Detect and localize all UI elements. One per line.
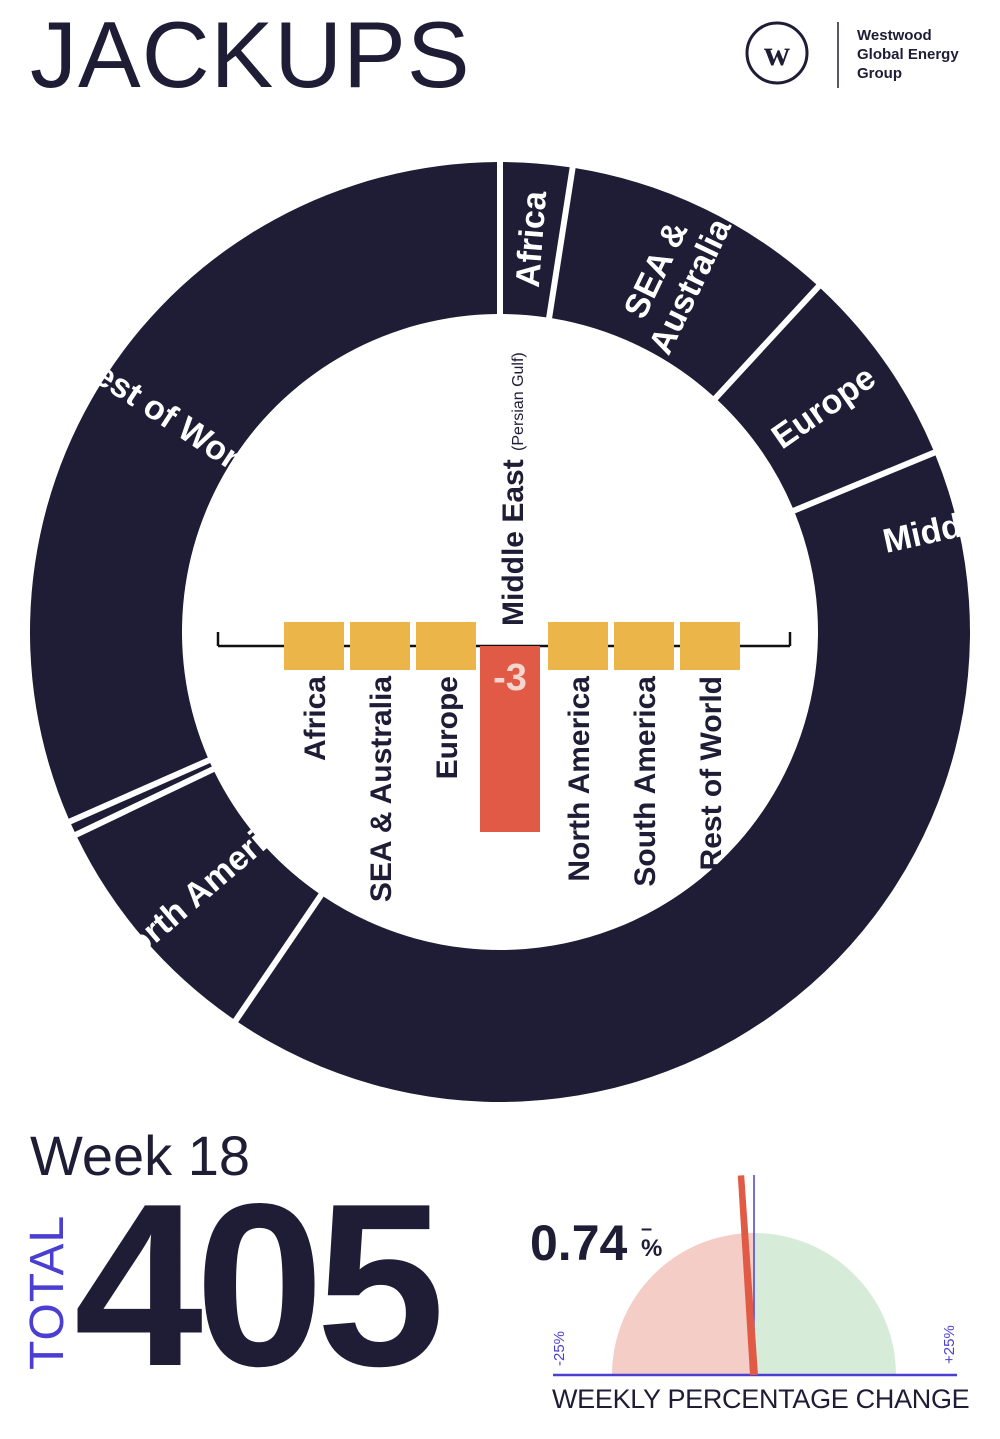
logo-glyph: w — [764, 33, 790, 73]
bar-label-africa: Africa — [299, 676, 332, 761]
bar-europe — [416, 622, 476, 670]
percentage-gauge — [553, 1175, 957, 1377]
gauge-min-label: -25% — [551, 1330, 568, 1366]
bar-north-america — [548, 622, 608, 670]
gauge-caption: WEEKLY PERCENTAGE CHANGE — [552, 1384, 970, 1414]
gauge-positive-half — [754, 1233, 896, 1375]
donut-segment-middle-east-persian-gulf-red-sea — [238, 455, 970, 1102]
donut-segment-south-america — [71, 762, 212, 833]
donut-segment-africa — [502, 162, 570, 318]
logo-wordmark: Westwood Global Energy Group — [857, 26, 997, 83]
bar-africa — [284, 622, 344, 670]
total-value: 405 — [74, 1156, 445, 1415]
logo-line-1: Westwood — [857, 27, 932, 44]
week-label: Week 18 — [30, 1124, 250, 1187]
bar-label-middle-east: Middle East (Persian Gulf) — [497, 352, 530, 626]
donut-label-africa: Africa — [509, 189, 554, 289]
percent-symbol: % — [641, 1235, 663, 1262]
donut-segment-north-america — [77, 771, 319, 1019]
bar-rest-of-world — [680, 622, 740, 670]
gauge-needle — [737, 1175, 758, 1376]
bar-label-europe: Europe — [431, 676, 464, 779]
logo: w — [745, 21, 839, 88]
donut-chart — [29, 162, 970, 1102]
bar-label-sea-australia: SEA & Australia — [365, 676, 398, 902]
donut-segment-rest-of-world — [29, 162, 498, 819]
bar-south-america — [614, 622, 674, 670]
total-label: TOTAL — [21, 1214, 74, 1370]
trend-down-icon: – — [641, 1218, 653, 1240]
bar-data-label-middle-east: -3 — [493, 657, 527, 699]
bar-label-south-america: South America — [629, 676, 662, 887]
gauge-max-label: +25% — [941, 1325, 958, 1364]
bar-middle-east — [480, 646, 540, 832]
page-title: JACKUPS — [30, 2, 471, 107]
logo-circle-icon — [745, 21, 809, 85]
percentage-suffix: – % — [641, 1218, 663, 1262]
bar-label-rest-of-world: Rest of World — [695, 676, 728, 870]
donut-segment-europe — [717, 288, 934, 508]
donut-segment-sea-australia — [552, 168, 817, 397]
gauge-negative-half — [612, 1233, 754, 1375]
bar-sea-australia — [350, 622, 410, 670]
weekly-percentage-value: 0.74 — [530, 1215, 628, 1271]
logo-line-2: Global Energy — [857, 46, 959, 63]
logo-line-3: Group — [857, 65, 902, 82]
weekly-change-bar-chart: Africa SEA & Australia Europe -3 Middle East… — [216, 352, 792, 902]
bar-label-north-america: North America — [563, 676, 596, 882]
